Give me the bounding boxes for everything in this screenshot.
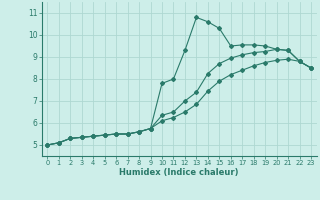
- X-axis label: Humidex (Indice chaleur): Humidex (Indice chaleur): [119, 168, 239, 177]
